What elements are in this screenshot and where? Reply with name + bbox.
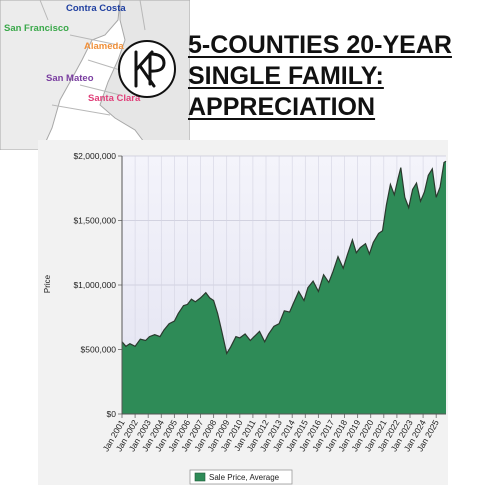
county-borders [39, 0, 146, 116]
title-line-1: 5-COUNTIES 20-YEAR [188, 31, 452, 59]
county-label-contra-costa: Contra Costa [66, 3, 126, 14]
y-tick-label: $0 [107, 409, 117, 419]
y-tick-label: $500,000 [81, 345, 117, 355]
y-axis-title: Price [43, 274, 52, 293]
kp-monogram-logo-icon [118, 40, 176, 98]
legend-swatch [194, 472, 206, 482]
y-tick-label: $1,500,000 [73, 216, 116, 226]
title-line-2: SINGLE FAMILY: [188, 62, 384, 90]
y-tick-label: $2,000,000 [73, 151, 116, 161]
logo-ring [118, 40, 176, 98]
price-series-line [121, 160, 447, 355]
y-tick-label: $1,000,000 [73, 280, 116, 290]
bay-area-landmass [0, 0, 121, 150]
county-label-san-francisco: San Francisco [4, 23, 69, 34]
county-label-santa-clara: Santa Clara [88, 93, 141, 104]
title-line-3: APPRECIATION [188, 93, 376, 121]
county-label-alameda: Alameda [84, 41, 124, 52]
legend-box [189, 469, 293, 485]
price-area-chart: $0 $500,000 $1,000,000 $1,500,000 $2,000,000… [38, 140, 448, 485]
page-title: 5-COUNTIES 20-YEAR SINGLE FAMILY: APPREC… [188, 30, 483, 123]
legend-label: Sale Price, Average [209, 473, 280, 482]
chart-legend: Sale Price, Average [189, 469, 293, 485]
county-label-san-mateo: San Mateo [46, 73, 94, 84]
logo-p-stroke [148, 52, 166, 86]
price-area-fill [122, 161, 446, 414]
